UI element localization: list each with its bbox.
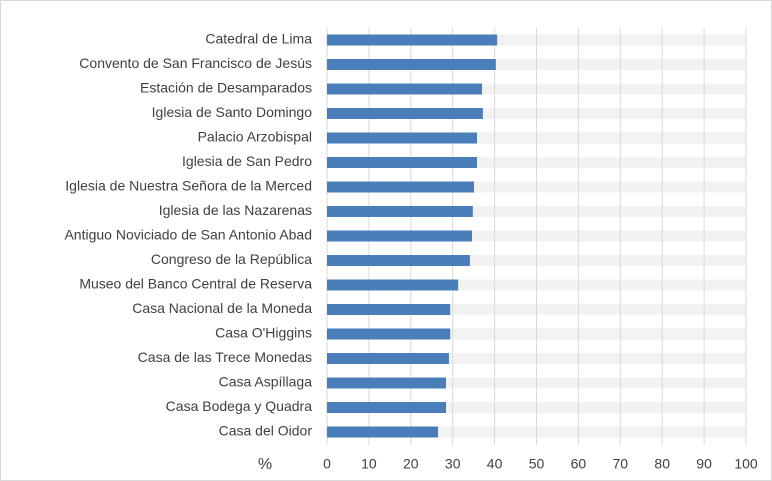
bar <box>327 181 475 193</box>
y-tick-label: Casa del Oidor <box>219 423 313 439</box>
y-tick-label: Casa O'Higgins <box>215 325 312 341</box>
bar <box>327 59 496 70</box>
bar <box>327 255 470 266</box>
x-tick-label: 80 <box>654 456 670 472</box>
bar <box>327 108 483 119</box>
x-tick-label: 70 <box>613 456 629 472</box>
y-tick-label: Iglesia de San Pedro <box>182 153 312 169</box>
bar <box>327 304 451 315</box>
x-tick-label: 90 <box>696 456 712 472</box>
x-tick-label: 50 <box>529 456 545 472</box>
bar <box>327 83 483 95</box>
y-tick-label: Casa Aspíllaga <box>219 374 313 390</box>
y-tick-label: Iglesia de las Nazarenas <box>159 202 312 218</box>
x-tick-label: 40 <box>487 456 503 472</box>
y-tick-label: Museo del Banco Central de Reserva <box>79 276 312 292</box>
bar <box>327 132 478 144</box>
y-tick-label: Convento de San Francisco de Jesús <box>79 55 312 71</box>
bar <box>327 34 498 46</box>
y-tick-label: Estación de Desamparados <box>140 80 312 96</box>
bar <box>327 353 449 364</box>
bar <box>327 206 473 217</box>
bar <box>327 279 459 291</box>
bar <box>327 328 451 340</box>
x-axis-label: % <box>258 456 272 473</box>
x-tick-label: 100 <box>734 456 758 472</box>
y-tick-label: Catedral de Lima <box>205 31 312 47</box>
y-tick-label: Iglesia de Nuestra Señora de la Merced <box>65 178 312 194</box>
x-tick-label: 60 <box>571 456 587 472</box>
bar <box>327 402 446 413</box>
bar <box>327 377 446 389</box>
y-tick-label: Iglesia de Santo Domingo <box>152 104 313 120</box>
y-tick-label: Antiguo Noviciado de San Antonio Abad <box>64 227 312 243</box>
x-tick-label: 30 <box>445 456 461 472</box>
bar <box>327 426 439 438</box>
y-tick-label: Casa Nacional de la Moneda <box>132 300 312 316</box>
y-tick-label: Casa de las Trece Monedas <box>138 349 312 365</box>
y-tick-label: Congreso de la República <box>151 251 312 267</box>
x-tick-label: 10 <box>361 456 377 472</box>
y-tick-label: Casa Bodega y Quadra <box>166 398 313 414</box>
bar <box>327 230 472 242</box>
y-tick-label: Palacio Arzobispal <box>198 129 312 145</box>
bar <box>327 157 478 168</box>
x-tick-label: 0 <box>323 456 331 472</box>
x-tick-label: 20 <box>403 456 419 472</box>
